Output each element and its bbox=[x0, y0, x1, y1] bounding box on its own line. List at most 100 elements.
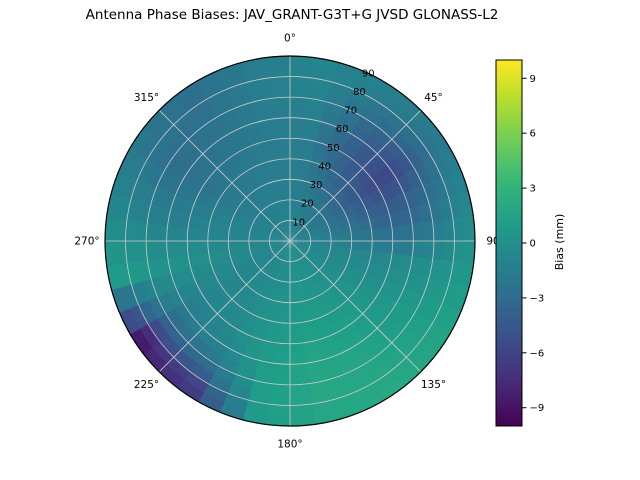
heatmap-cell bbox=[120, 172, 140, 200]
heatmap-cell bbox=[376, 378, 404, 402]
polar-outline bbox=[104, 55, 476, 427]
heatmap-cell bbox=[228, 247, 242, 258]
heatmap-cell bbox=[211, 364, 237, 385]
heatmap-cell bbox=[270, 372, 291, 386]
heatmap-cell bbox=[304, 204, 316, 218]
heatmap-cell bbox=[308, 228, 321, 236]
heatmap-cell bbox=[207, 219, 222, 233]
heatmap-cell bbox=[284, 241, 290, 252]
heatmap-cell bbox=[386, 301, 407, 324]
heatmap-cell bbox=[264, 55, 292, 69]
heatmap-cell bbox=[303, 252, 316, 264]
heatmap-cell bbox=[274, 258, 283, 271]
heatmap-cell bbox=[213, 133, 235, 153]
heatmap-cell bbox=[216, 107, 240, 127]
heatmap-cell bbox=[376, 315, 398, 337]
heatmap-cell bbox=[289, 178, 299, 191]
heatmap-cell bbox=[297, 211, 306, 224]
heatmap-cell bbox=[201, 382, 229, 404]
heatmap-cell bbox=[186, 240, 200, 256]
heatmap-cell bbox=[308, 246, 321, 254]
heatmap-cell bbox=[225, 81, 252, 100]
heatmap-cell bbox=[196, 69, 225, 91]
radial-tick-label: 80 bbox=[353, 87, 366, 98]
heatmap-cell bbox=[360, 240, 373, 253]
heatmap-cell bbox=[431, 219, 445, 242]
heatmap-cell bbox=[305, 250, 318, 261]
heatmap-cell bbox=[270, 96, 291, 110]
heatmap-cell bbox=[221, 391, 249, 411]
heatmap-cell bbox=[323, 101, 347, 119]
heatmap-cell bbox=[419, 321, 443, 349]
heatmap-cell bbox=[277, 147, 291, 161]
heatmap-cell bbox=[176, 240, 189, 257]
heatmap-cell bbox=[260, 248, 273, 257]
heatmap-cell bbox=[289, 250, 293, 263]
heatmap-cell bbox=[268, 235, 281, 240]
heatmap-cell bbox=[174, 138, 197, 161]
heatmap-cell bbox=[259, 339, 278, 354]
heatmap-cell bbox=[299, 238, 312, 242]
heatmap-cell bbox=[299, 256, 310, 269]
heatmap-cell bbox=[288, 75, 313, 89]
heatmap-cell bbox=[296, 289, 307, 303]
heatmap-cell bbox=[287, 219, 291, 232]
heatmap-cell bbox=[440, 306, 462, 335]
heatmap-cell bbox=[350, 124, 373, 145]
heatmap-cell bbox=[227, 232, 240, 242]
heatmap-cell bbox=[275, 331, 291, 345]
theta-tick-label: 45° bbox=[424, 92, 443, 104]
heatmap-cell bbox=[172, 109, 198, 134]
heatmap-cell bbox=[270, 213, 281, 226]
heatmap-cell bbox=[380, 226, 394, 242]
heatmap-cell bbox=[230, 291, 247, 308]
heatmap-cell bbox=[287, 230, 290, 241]
heatmap-cell bbox=[191, 291, 210, 311]
heatmap-cell bbox=[336, 216, 351, 229]
heatmap-cell bbox=[405, 116, 430, 143]
heatmap-cell bbox=[273, 225, 284, 236]
heatmap-cell bbox=[394, 152, 416, 176]
heatmap-cell bbox=[251, 219, 265, 230]
heatmap-cell bbox=[328, 227, 342, 236]
heatmap-cell bbox=[287, 250, 291, 263]
heatmap-cell bbox=[290, 238, 301, 241]
heatmap-cell bbox=[137, 133, 161, 161]
heatmap-cell bbox=[431, 240, 445, 263]
heatmap-cell bbox=[289, 301, 300, 314]
colorbar-tick-label: 9 bbox=[530, 74, 536, 85]
colorbar: −9 −6 −3 0 3 6 9 bbox=[495, 59, 545, 427]
heatmap-cell bbox=[258, 232, 271, 239]
heatmap-cell bbox=[289, 291, 299, 304]
heatmap-cell bbox=[278, 199, 287, 212]
heatmap-cell bbox=[217, 240, 230, 251]
heatmap-cell bbox=[265, 148, 280, 163]
heatmap-cell bbox=[137, 321, 161, 349]
heatmap-cell bbox=[186, 226, 200, 242]
heatmap-cell bbox=[229, 372, 254, 391]
radial-tick-label: 30 bbox=[310, 180, 323, 191]
heatmap-cell bbox=[298, 244, 310, 252]
colorbar-tick-label: −6 bbox=[530, 348, 545, 359]
heatmap-cell bbox=[343, 364, 369, 385]
heatmap-cell bbox=[294, 248, 304, 260]
heatmap-cell bbox=[285, 209, 291, 222]
heatmap-cell bbox=[273, 116, 291, 130]
heatmap-cell bbox=[294, 222, 304, 234]
heatmap-cell bbox=[130, 279, 149, 306]
heatmap-cell bbox=[270, 168, 283, 183]
heatmap-cell bbox=[262, 250, 275, 261]
heatmap-cell bbox=[303, 218, 316, 230]
heatmap-cell bbox=[196, 228, 210, 242]
heatmap-cell bbox=[326, 91, 351, 110]
heatmap-cell bbox=[291, 219, 296, 232]
heatmap-cell bbox=[293, 249, 301, 261]
heatmap-cell bbox=[274, 127, 291, 140]
heatmap-cell bbox=[259, 246, 272, 254]
heatmap-cell bbox=[378, 213, 393, 230]
heatmap-cell bbox=[187, 334, 210, 357]
heatmap-cell bbox=[207, 124, 230, 145]
heatmap-cell bbox=[295, 189, 304, 203]
colorbar-axis-label: Bias (mm) bbox=[553, 214, 566, 271]
heatmap-cell bbox=[229, 216, 244, 229]
